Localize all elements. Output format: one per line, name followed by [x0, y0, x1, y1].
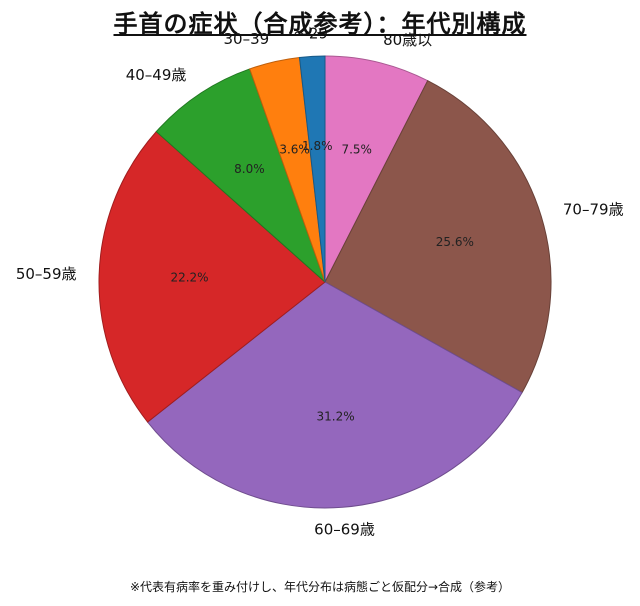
pie-category-labels: 80歳以 70–79歳 60–69歳 50–59歳 40–49歳 30–39 〜29	[16, 24, 624, 538]
pie-category-label-2: 60–69歳	[314, 520, 375, 538]
pie-percent-label-3: 22.2%	[170, 270, 208, 284]
chart-footnote: ※代表有病率を重み付けし、年代分布は病態ごと仮配分→合成（参考）	[129, 580, 511, 594]
pie-category-label-3: 50–59歳	[16, 265, 77, 283]
pie-category-label-0: 80歳以	[383, 31, 432, 49]
pie-percent-label-5: 3.6%	[279, 142, 310, 156]
pie-slice-2	[146, 281, 523, 509]
pie-category-label-1: 70–79歳	[563, 201, 624, 219]
pie-category-label-4: 40–49歳	[126, 66, 187, 84]
pie-percent-label-0: 7.5%	[341, 143, 372, 157]
pie-category-label-5: 30–39	[224, 30, 270, 48]
pie-slice-0	[324, 55, 429, 283]
pie-slice-6	[298, 55, 326, 283]
pie-percent-label-2: 31.2%	[317, 410, 355, 424]
pie-percent-label-4: 8.0%	[234, 162, 265, 176]
pie-percent-label-6: 1.8%	[302, 139, 333, 153]
pie-category-label-6: 〜29	[294, 24, 328, 42]
pie-slice-4	[155, 68, 326, 283]
pie-slice-1	[324, 80, 552, 394]
pie-slices	[98, 55, 552, 509]
pie-percent-labels: 7.5% 25.6% 31.2% 22.2% 8.0% 3.6%1.8%	[170, 139, 473, 424]
pie-slice-3	[98, 130, 326, 423]
pie-percent-label-1: 25.6%	[436, 235, 474, 249]
chart-title: 手首の症状（合成参考）：年代別構成	[113, 10, 527, 38]
